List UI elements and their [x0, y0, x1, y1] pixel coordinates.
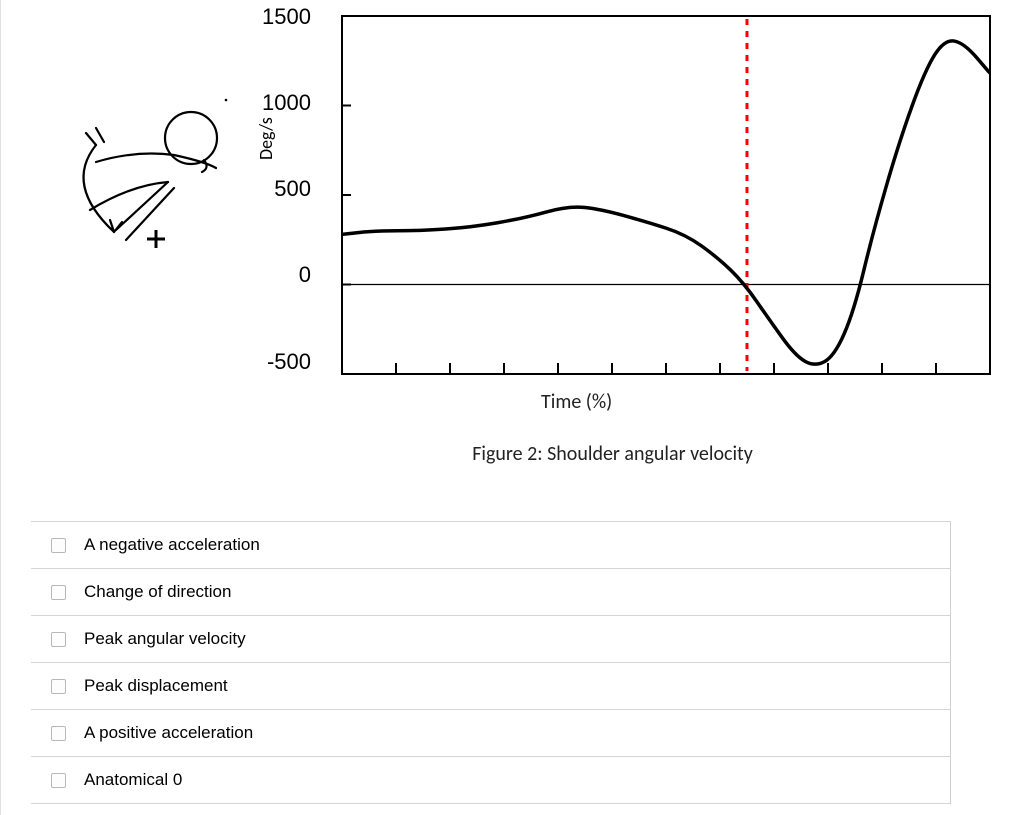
answer-label: Peak displacement: [84, 676, 228, 696]
page: Deg/s 1500 1000 500 0 -500 C Time (%) Fi…: [0, 0, 1024, 815]
answer-row[interactable]: A positive acceleration: [31, 709, 950, 756]
answer-row[interactable]: A negative acceleration: [31, 521, 950, 568]
answer-row[interactable]: Peak displacement: [31, 662, 950, 709]
x-axis-label: Time (%): [541, 390, 612, 414]
figure-caption: Figure 2: Shoulder angular velocity: [231, 442, 994, 466]
ytick-1500: 1500: [251, 4, 311, 30]
answer-label: A negative acceleration: [84, 535, 260, 555]
checkbox[interactable]: [51, 632, 66, 647]
ytick-0: 0: [251, 262, 311, 288]
shoulder-sketch: [56, 90, 246, 260]
answer-row[interactable]: Peak angular velocity: [31, 615, 950, 662]
figure-area: Deg/s 1500 1000 500 0 -500 C Time (%): [31, 10, 991, 440]
checkbox[interactable]: [51, 773, 66, 788]
chart: Deg/s 1500 1000 500 0 -500 C Time (%): [261, 10, 991, 440]
answer-label: Peak angular velocity: [84, 629, 246, 649]
answer-label: Change of direction: [84, 582, 231, 602]
ytick-500: 500: [251, 176, 311, 202]
checkbox[interactable]: [51, 726, 66, 741]
answer-label: A positive acceleration: [84, 723, 253, 743]
ytick--500: -500: [251, 349, 311, 375]
plot-area: [341, 15, 991, 375]
ytick-1000: 1000: [251, 90, 311, 116]
y-axis-label: Deg/s: [255, 117, 277, 160]
checkbox[interactable]: [51, 538, 66, 553]
answer-label: Anatomical 0: [84, 770, 182, 790]
checkbox[interactable]: [51, 679, 66, 694]
checkbox[interactable]: [51, 585, 66, 600]
answer-row[interactable]: Anatomical 0: [31, 756, 950, 804]
answer-list: A negative acceleration Change of directi…: [31, 521, 951, 804]
answer-row[interactable]: Change of direction: [31, 568, 950, 615]
